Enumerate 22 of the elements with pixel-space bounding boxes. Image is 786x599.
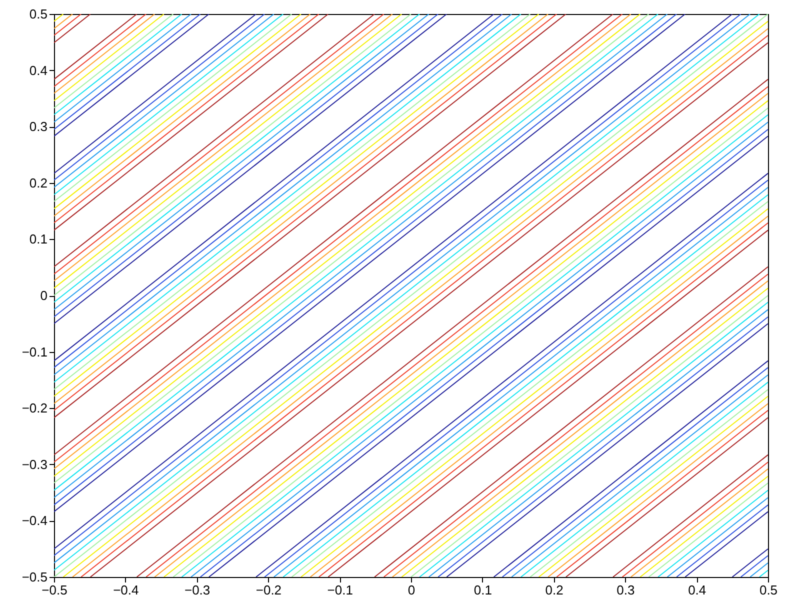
x-tick-label: −0.4 <box>113 582 139 598</box>
y-tick-label: −0.4 <box>22 513 48 528</box>
y-tick-label: 0.4 <box>29 62 48 78</box>
x-tick-label: 0.5 <box>759 582 778 598</box>
x-tick-label: 0.2 <box>545 582 564 598</box>
x-tick-label: 0.4 <box>688 582 706 598</box>
x-tick-label: 0 <box>408 582 416 598</box>
x-tick-label: −0.5 <box>42 582 68 598</box>
x-tick-label: −0.3 <box>184 582 210 598</box>
y-tick-label: 0.1 <box>29 232 48 247</box>
y-tick-label: 0 <box>40 288 48 303</box>
x-tick-label: 0.3 <box>616 582 635 598</box>
y-tick-label: 0.2 <box>29 175 48 190</box>
y-tick-label: 0.3 <box>29 119 48 134</box>
y-tick-label: 0.5 <box>29 6 48 22</box>
y-tick-label: −0.1 <box>22 344 48 360</box>
x-tick-label: 0.1 <box>474 582 492 598</box>
y-tick-label: −0.3 <box>22 456 48 472</box>
x-tick-label: −0.2 <box>256 582 282 598</box>
x-tick-label: −0.1 <box>327 582 353 598</box>
y-tick-label: −0.5 <box>22 570 48 584</box>
y-tick-label: −0.2 <box>22 400 48 416</box>
